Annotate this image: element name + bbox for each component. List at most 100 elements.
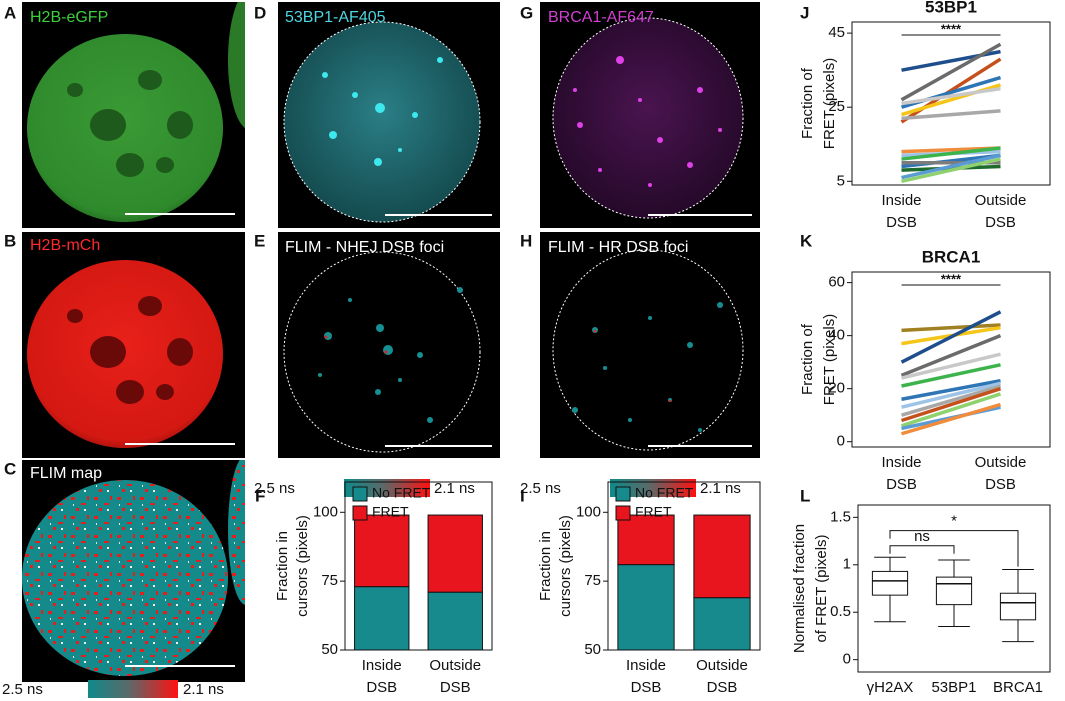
legend-swatch — [615, 505, 631, 521]
x-tick-label: Outside — [429, 657, 481, 674]
x-tick-label: DSB — [985, 214, 1016, 231]
nucleus — [284, 22, 480, 222]
image-title: FLIM - NHEJ DSB foci — [285, 239, 444, 256]
image-panel-e: E FLIM - NHEJ DSB foci — [254, 231, 500, 458]
colorbar-low: 2.5 ns — [254, 480, 295, 497]
panel-label: C — [4, 459, 16, 478]
nucleoli — [67, 296, 193, 404]
bar-segment — [693, 597, 751, 651]
y-tick-label: 75 — [321, 572, 338, 589]
panel-label: D — [254, 3, 266, 22]
image-title: FLIM map — [30, 465, 102, 482]
series-line — [900, 392, 1002, 428]
neighbor-cell — [228, 2, 245, 129]
y-tick-label: 40 — [828, 327, 845, 344]
x-tick-label: γH2AX — [867, 679, 914, 696]
bar-segment — [617, 514, 675, 566]
legend-swatch — [352, 486, 368, 502]
series-line — [901, 384, 1001, 417]
panel-label: H — [520, 231, 532, 250]
series-line — [901, 146, 1001, 161]
bar-segment — [354, 514, 410, 588]
y-tick-label: 20 — [828, 380, 845, 397]
y-axis-label: Fraction of — [799, 323, 816, 395]
y-axis-label: cursors (pixels) — [557, 515, 574, 617]
y-tick-label: 60 — [828, 274, 845, 291]
x-tick-label: DSB — [886, 476, 917, 493]
colorbar-high: 2.1 ns — [434, 480, 475, 497]
y-tick-label: 1.5 — [830, 508, 851, 525]
y-tick-label: 25 — [828, 98, 845, 115]
series-line — [900, 57, 1002, 124]
fret-pixels — [22, 480, 228, 676]
annotation: ns — [914, 528, 930, 545]
bar-segment — [354, 586, 410, 651]
series-line — [901, 164, 1001, 172]
plot-frame — [851, 271, 1051, 448]
x-tick-label: DSB — [886, 214, 917, 231]
y-tick-label: 75 — [584, 572, 601, 589]
colorbar-low: 2.5 ns — [2, 681, 43, 698]
x-tick-label: BRCA1 — [993, 679, 1043, 696]
x-tick-label: Inside — [881, 192, 921, 209]
significance-bracket — [889, 545, 955, 554]
foci — [322, 57, 443, 166]
series-line — [901, 363, 1001, 388]
y-axis-label: Fraction of — [799, 67, 816, 139]
x-tick-label: DSB — [366, 679, 397, 696]
legend-swatch — [352, 505, 368, 521]
box — [871, 570, 909, 596]
plot-frame — [857, 504, 1051, 673]
chart-title: BRCA1 — [922, 247, 981, 266]
y-tick-label: 0.5 — [830, 603, 851, 620]
panel-label: K — [800, 231, 813, 250]
image-bg — [278, 232, 500, 458]
image-bg — [540, 232, 760, 458]
colorbar-low: 2.5 ns — [520, 480, 561, 497]
nucleus-outline — [552, 17, 744, 219]
significance-bracket — [889, 530, 1019, 567]
image-title: 53BP1-AF405 — [285, 9, 386, 26]
series-line — [900, 334, 1002, 378]
image-title: FLIM - HR DSB foci — [548, 239, 688, 256]
series-line — [901, 86, 1001, 106]
colorbar: 2.5 ns 2.1 ns — [2, 680, 224, 698]
series-line — [901, 157, 1001, 184]
legend-label: FRET — [635, 504, 672, 520]
image-panel-b: B H2B-mCh — [4, 231, 245, 458]
y-tick-label: 100 — [576, 503, 601, 520]
series-line — [900, 310, 1002, 364]
panel-label: G — [520, 3, 533, 22]
y-tick-label: 50 — [321, 641, 338, 658]
fret-pixels — [228, 460, 245, 605]
x-tick-label: DSB — [985, 476, 1016, 493]
y-axis-label: of FRET (pixels) — [813, 534, 830, 642]
image-title: H2B-eGFP — [30, 9, 108, 26]
y-tick-label: 5 — [837, 172, 845, 189]
legend-label: No FRET — [635, 485, 694, 501]
colorbar: 2.5 ns 2.1 ns — [520, 479, 741, 497]
annotation: **** — [941, 21, 962, 36]
colorbar-gradient — [610, 479, 696, 497]
panel-label: B — [4, 231, 16, 250]
annotation: * — [951, 513, 957, 530]
nucleoli — [67, 70, 193, 177]
x-tick-label: Outside — [696, 657, 748, 674]
series-line — [901, 323, 1001, 333]
series-line — [901, 352, 1001, 380]
y-axis-label: FRET (pixels) — [821, 314, 838, 405]
y-tick-label: 100 — [313, 503, 338, 520]
panel-label: L — [800, 486, 810, 505]
x-tick-label: Outside — [975, 192, 1027, 209]
nucleus-outline — [552, 249, 744, 451]
image-panel-d: D 53BP1-AF405 — [254, 2, 500, 228]
series-line — [901, 378, 1001, 401]
panel-label: E — [254, 231, 265, 250]
x-tick-label: Inside — [881, 454, 921, 471]
x-tick-label: 53BP1 — [931, 679, 976, 696]
plot-frame — [607, 481, 761, 651]
bar-segment — [427, 591, 483, 651]
y-tick-label: 0 — [837, 433, 845, 450]
panel-label: F — [255, 486, 265, 505]
